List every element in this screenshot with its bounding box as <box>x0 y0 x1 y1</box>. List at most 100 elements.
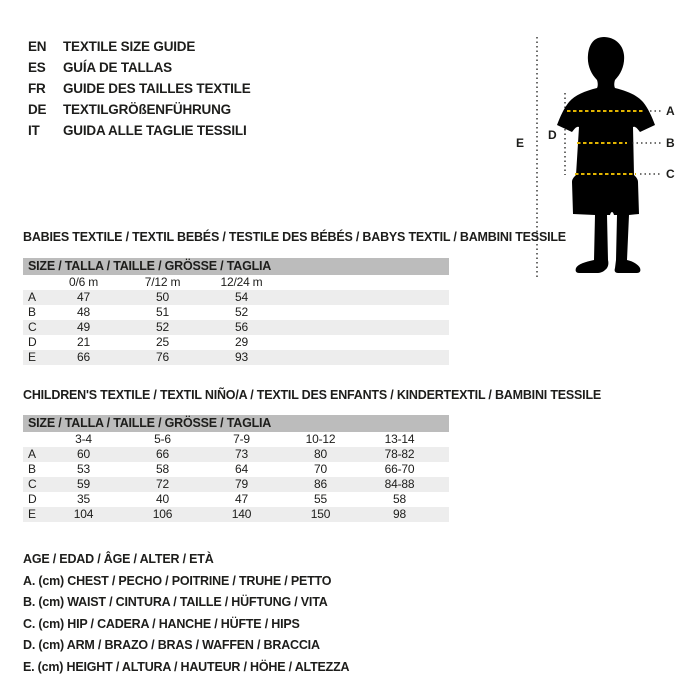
size-header-bar: SIZE / TALLA / TAILLE / GRÖSSE / TAGLIA <box>23 415 449 432</box>
language-title: TEXTILE SIZE GUIDE <box>63 39 196 54</box>
children-size-table: SIZE / TALLA / TAILLE / GRÖSSE / TAGLIA 3… <box>23 415 449 522</box>
column-header-cell: 7/12 m <box>144 275 181 289</box>
value-cell: 66 <box>156 447 169 461</box>
legend-line: B. (cm) WAIST / CINTURA / TAILLE / HÜFTU… <box>23 595 328 610</box>
value-cell: 51 <box>156 305 169 319</box>
children-section-title: CHILDREN'S TEXTILE / TEXTIL NIÑO/A / TEX… <box>23 388 602 402</box>
hip-label: C <box>666 167 675 181</box>
value-cell: 54 <box>235 290 248 304</box>
legend-line: A. (cm) CHEST / PECHO / POITRINE / TRUHE… <box>23 573 332 588</box>
row-label-cell: A <box>28 447 36 461</box>
waist-label: B <box>666 136 675 150</box>
babies-section-title: BABIES TEXTILE / TEXTIL BEBÉS / TESTILE … <box>23 230 566 244</box>
row-label-cell: B <box>28 462 36 476</box>
language-row: EN TEXTILE SIZE GUIDE <box>28 36 251 57</box>
language-title-list: EN TEXTILE SIZE GUIDE ES GUÍA DE TALLAS FR GU… <box>28 36 251 141</box>
column-header-cell: 0/6 m <box>68 275 98 289</box>
row-label-cell <box>23 275 44 290</box>
size-header-bar: SIZE / TALLA / TAILLE / GRÖSSE / TAGLIA <box>23 258 449 275</box>
value-cell: 66 <box>77 350 90 364</box>
table-row: E 66 76 93 <box>23 350 449 365</box>
language-title: GUÍA DE TALLAS <box>63 60 172 75</box>
babies-size-table: SIZE / TALLA / TAILLE / GRÖSSE / TAGLIA 0… <box>23 258 449 365</box>
value-cell: 55 <box>314 492 327 506</box>
row-label-cell: B <box>28 305 36 319</box>
column-header-row: 3-4 5-6 7-9 10-12 13-14 <box>23 432 449 447</box>
language-title: TEXTILGRÖßENFÜHRUNG <box>63 102 231 117</box>
value-cell: 150 <box>310 507 331 521</box>
language-title: GUIDA ALLE TAGLIE TESSILI <box>63 123 247 138</box>
value-cell: 86 <box>314 477 327 491</box>
value-cell: 78-82 <box>384 447 415 461</box>
language-row: FR GUIDE DES TAILLES TEXTILE <box>28 78 251 99</box>
value-cell: 80 <box>314 447 327 461</box>
column-header-cell: 3-4 <box>75 432 92 446</box>
child-silhouette-diagram: A B C D E <box>516 37 675 278</box>
table-row: A 47 50 54 <box>23 290 449 305</box>
table-row: E 104 106 140 150 98 <box>23 507 449 522</box>
language-row: IT GUIDA ALLE TAGLIE TESSILI <box>28 120 251 141</box>
value-cell: 47 <box>77 290 90 304</box>
value-cell: 21 <box>77 335 90 349</box>
column-header-cell: 7-9 <box>233 432 250 446</box>
table-row: C 49 52 56 <box>23 320 449 335</box>
language-code: EN <box>28 39 47 54</box>
language-title: GUIDE DES TAILLES TEXTILE <box>63 81 251 96</box>
value-cell: 59 <box>77 477 90 491</box>
table-row: C 59 72 79 86 84-88 <box>23 477 449 492</box>
value-cell: 73 <box>235 447 248 461</box>
value-cell: 72 <box>156 477 169 491</box>
measurement-legend: AGE / EDAD / ÂGE / ALTER / ETÀ A. (cm) CH… <box>23 549 350 679</box>
column-header-cell: 10-12 <box>305 432 336 446</box>
column-header-row: 0/6 m 7/12 m 12/24 m <box>23 275 449 290</box>
child-silhouette <box>557 37 655 273</box>
row-label-cell: C <box>28 477 37 491</box>
table-row: A 60 66 73 80 78-82 <box>23 447 449 462</box>
legend-line: E. (cm) HEIGHT / ALTURA / HAUTEUR / HÖHE… <box>23 659 350 674</box>
value-cell: 93 <box>235 350 248 364</box>
legend-line: C. (cm) HIP / CADERA / HANCHE / HÜFTE / … <box>23 616 300 631</box>
table-row: B 48 51 52 <box>23 305 449 320</box>
value-cell: 66-70 <box>384 462 415 476</box>
value-cell: 60 <box>77 447 90 461</box>
measurement-figure: A B C D E <box>505 28 695 283</box>
value-cell: 50 <box>156 290 169 304</box>
column-header-cell: 12/24 m <box>220 275 263 289</box>
table-row: D 21 25 29 <box>23 335 449 350</box>
chest-label: A <box>666 104 675 118</box>
value-cell: 25 <box>156 335 169 349</box>
table-row: B 53 58 64 70 66-70 <box>23 462 449 477</box>
row-label-cell: D <box>28 492 37 506</box>
height-label: E <box>516 136 524 150</box>
value-cell: 106 <box>152 507 173 521</box>
value-cell: 58 <box>393 492 406 506</box>
value-cell: 70 <box>314 462 327 476</box>
value-cell: 48 <box>77 305 90 319</box>
value-cell: 53 <box>77 462 90 476</box>
row-label-cell: D <box>28 335 37 349</box>
value-cell: 79 <box>235 477 248 491</box>
value-cell: 140 <box>231 507 252 521</box>
value-cell: 40 <box>156 492 169 506</box>
row-label-cell: E <box>28 350 36 364</box>
row-label-cell: C <box>28 320 37 334</box>
value-cell: 84-88 <box>384 477 415 491</box>
table-row: D 35 40 47 55 58 <box>23 492 449 507</box>
value-cell: 49 <box>77 320 90 334</box>
value-cell: 104 <box>73 507 94 521</box>
value-cell: 58 <box>156 462 169 476</box>
legend-line: AGE / EDAD / ÂGE / ALTER / ETÀ <box>23 552 214 566</box>
row-label-cell: E <box>28 507 36 521</box>
row-label-cell: A <box>28 290 36 304</box>
value-cell: 47 <box>235 492 248 506</box>
value-cell: 52 <box>235 305 248 319</box>
value-cell: 52 <box>156 320 169 334</box>
legend-line: D. (cm) ARM / BRAZO / BRAS / WAFFEN / BR… <box>23 638 320 653</box>
column-header-cell: 5-6 <box>154 432 171 446</box>
value-cell: 64 <box>235 462 248 476</box>
value-cell: 56 <box>235 320 248 334</box>
column-header-cell: 13-14 <box>384 432 415 446</box>
language-code: ES <box>28 60 46 75</box>
arm-label: D <box>548 128 557 142</box>
row-label-cell <box>23 432 44 447</box>
